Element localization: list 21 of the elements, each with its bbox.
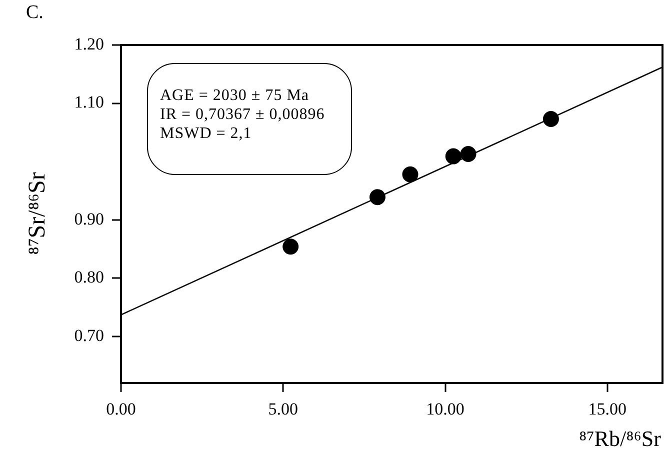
y-tick-label: 0.70 xyxy=(74,326,104,345)
annotation: MSWD = 2,1 xyxy=(160,124,253,143)
point xyxy=(460,146,476,162)
annotation: AGE = 2030 ± 75 Ma xyxy=(160,86,310,105)
annotation: IR = 0,70367 ± 0,00896 xyxy=(160,105,326,124)
point xyxy=(402,166,418,182)
y-tick-label: 1.20 xyxy=(74,34,104,54)
y-tick-label: 0.90 xyxy=(74,209,104,228)
y-axis-title: ⁸⁷Sr/⁸⁶Sr xyxy=(24,171,52,257)
point xyxy=(542,111,559,128)
y-tick-label: 1.10 xyxy=(74,92,104,112)
x-axis-title: ⁸⁷Rb/⁸⁶Sr xyxy=(578,426,661,452)
point xyxy=(369,189,386,206)
point xyxy=(282,238,299,255)
x-tick-label: 10.00 xyxy=(426,400,464,419)
chart-title: C. xyxy=(26,2,44,24)
y-tick-label: 0.80 xyxy=(74,268,104,287)
x-tick-label: 15.00 xyxy=(588,400,626,419)
x-tick-label: 0.00 xyxy=(106,400,136,419)
point xyxy=(445,148,462,164)
x-tick-label: 5.00 xyxy=(268,400,298,419)
